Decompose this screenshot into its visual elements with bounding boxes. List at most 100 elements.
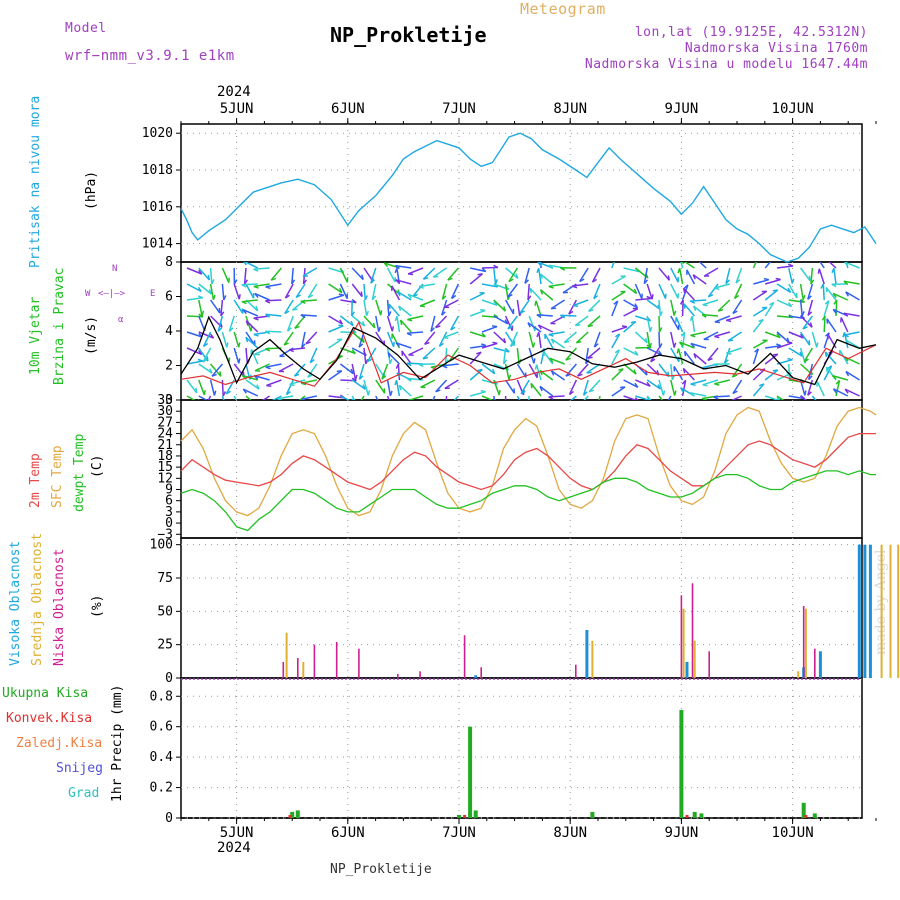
pressure-ytick-label-3: 1020 <box>142 126 173 141</box>
wind-barb <box>202 347 212 363</box>
wind-ytick-label-1: 2 <box>165 359 173 374</box>
model-name: wrf−nmm_v3.9.1 e1km <box>65 48 235 64</box>
wind-barb-head <box>507 294 513 298</box>
cloud-mid-bar-10 <box>897 544 900 678</box>
wind-barb-head <box>538 252 540 257</box>
cloud-low-bar-8 <box>480 667 482 678</box>
wind-barb <box>825 286 837 301</box>
wind-barb-head <box>491 325 498 328</box>
wind-barb <box>481 299 498 307</box>
wind-barb <box>294 315 306 329</box>
wind-barb-head <box>395 279 400 284</box>
wind-barb <box>731 395 742 400</box>
wind-barb <box>253 267 270 270</box>
wind-barb-head <box>776 343 782 347</box>
pressure-ytick-label-0: 1014 <box>142 237 173 252</box>
wind-barb <box>828 262 837 269</box>
wind-barb-head <box>726 352 732 355</box>
wind-barb-head <box>362 384 366 390</box>
wind-barb <box>221 283 225 300</box>
wind-barb-head <box>438 342 444 347</box>
wind-barb-head <box>497 407 499 412</box>
temperature-ytick-label-3: 6 <box>165 494 173 509</box>
wind-barb-head <box>197 286 202 292</box>
wind-barb <box>469 292 485 301</box>
wind-barb <box>447 267 459 281</box>
wind-barb-head <box>842 332 846 338</box>
wind-barb <box>823 315 826 333</box>
wind-barb-head <box>242 309 247 315</box>
wind-barb <box>435 379 448 393</box>
wind-barb-head <box>593 343 599 348</box>
wind-barb-head <box>300 382 307 386</box>
lonlat-text: lon,lat (19.9125E, 42.5312N) <box>634 25 868 40</box>
precip-total-bar-4 <box>473 810 478 818</box>
wind-barb <box>351 315 366 327</box>
wind-barb <box>550 299 566 310</box>
wind-barb <box>265 299 282 302</box>
wind-barb-head <box>222 391 227 397</box>
wind-barb <box>764 353 779 365</box>
wind-barb <box>833 268 837 285</box>
wind-barb <box>788 395 805 400</box>
cloud-high-bar-5 <box>857 544 861 678</box>
wind-barb-head <box>772 353 778 356</box>
wind-barb-head <box>825 262 826 263</box>
wind-barb-head <box>539 289 544 295</box>
wind-barb-head <box>217 327 223 332</box>
wind-barb-head <box>587 356 593 359</box>
wind-barb-head <box>843 280 849 285</box>
wind-barb-head <box>549 357 554 363</box>
wind-barb <box>481 325 498 333</box>
wind-barb <box>611 333 621 349</box>
wind-barb <box>395 279 412 285</box>
wind-barb-head <box>787 302 793 308</box>
wind-barb-head <box>362 321 366 327</box>
wind-barb <box>693 353 707 365</box>
wind-barb-head <box>708 294 714 298</box>
wind-barb-head <box>689 300 696 304</box>
wind-barb-head <box>394 380 398 386</box>
wind-barb-head <box>656 403 657 408</box>
wind-barb-head <box>233 279 238 285</box>
wind-barb-head <box>198 313 204 318</box>
wind-barb-head <box>832 388 838 394</box>
wind-barb-head <box>726 319 732 323</box>
wind-barb <box>407 395 424 400</box>
wind-barb <box>658 315 661 333</box>
wind-barb <box>799 299 803 316</box>
compass-e: E <box>150 289 156 299</box>
wind-barb-head <box>351 349 356 354</box>
wind-barb <box>328 294 345 301</box>
wind-barb <box>803 347 814 363</box>
precip-ytick-label-2: 0.4 <box>150 750 174 765</box>
wind-barb <box>611 262 615 269</box>
wind-barb <box>802 315 814 330</box>
wind-barb-head <box>253 333 259 337</box>
wind-barb-head <box>832 292 837 298</box>
precip-conv-bar-2 <box>685 815 689 818</box>
wind-barb <box>220 299 224 316</box>
wind-barb-head <box>361 337 365 343</box>
wind-barb <box>822 283 825 301</box>
wind-barb <box>548 331 565 336</box>
wind-barb <box>270 267 282 281</box>
precip-total-bar-7 <box>692 811 697 818</box>
wind-barb-head <box>241 301 247 305</box>
wind-barb <box>840 317 849 333</box>
wind-barb-head <box>614 333 621 338</box>
wind-barb <box>702 313 719 317</box>
wind-barb <box>397 290 412 301</box>
wind-barb <box>703 267 719 277</box>
wind-barb-head <box>633 369 637 375</box>
wind-barb-head <box>477 368 483 372</box>
wind-barb <box>504 331 516 346</box>
wind-barb-head <box>588 309 594 313</box>
wind-barb-head <box>503 359 508 365</box>
wind-barb <box>198 347 209 362</box>
wind-barb <box>673 366 684 381</box>
wind-barb <box>438 331 448 347</box>
wind-barb-head <box>583 391 588 396</box>
wind-barb <box>286 315 294 332</box>
wind-barb-head <box>350 320 354 326</box>
